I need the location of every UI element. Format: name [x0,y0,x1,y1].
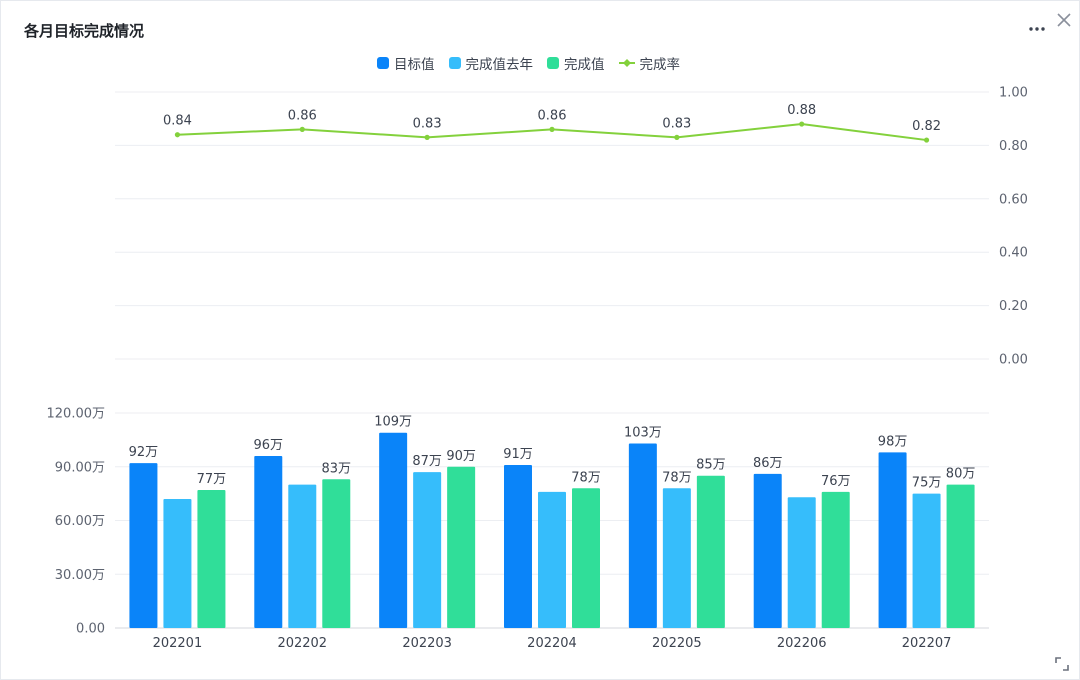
bar-1-202201 [163,499,192,628]
x-tick-202203: 202203 [402,636,452,651]
x-tick-202205: 202205 [652,636,702,651]
data-label-bar-0-202201: 92万 [129,445,159,460]
y-tick-rate-5: 1.00 [999,86,1028,101]
legend-swatch-actual [547,57,559,69]
data-label-rate-202202: 0.86 [288,108,317,123]
y-tick-bar-1: 30.00万 [55,568,105,583]
y-tick-rate-4: 0.80 [999,139,1028,154]
y-tick-rate-3: 0.60 [999,192,1028,207]
y-tick-bar-2: 60.00万 [55,514,105,529]
bar-2-202204 [572,488,600,628]
bar-0-202203 [379,432,408,628]
close-icon[interactable] [1055,11,1073,29]
y-tick-bar-3: 90.00万 [55,460,105,475]
data-label-rate-202207: 0.82 [912,119,941,134]
bar-1-202202 [288,484,317,628]
data-label-rate-202204: 0.86 [538,108,567,123]
point-rate-202205 [674,134,680,140]
data-label-bar-1-202203: 87万 [412,454,442,469]
more-icon[interactable] [1027,19,1047,35]
x-tick-202202: 202202 [277,636,327,651]
resize-icon[interactable] [1055,657,1069,671]
legend-item-actual[interactable]: 完成值 [547,53,605,73]
point-rate-202207 [923,137,930,143]
data-label-bar-2-202207: 80万 [946,467,976,482]
legend-swatch-rate [618,59,635,67]
chart-title: 各月目标完成情况 [24,22,145,40]
x-tick-202204: 202204 [527,636,577,651]
point-rate-202203 [424,134,430,140]
data-label-bar-2-202203: 90万 [446,449,476,464]
bar-1-202203 [413,472,442,628]
data-label-bar-1-202207: 75万 [912,476,942,491]
bar-2-202206 [821,491,850,628]
legend-label-rate: 完成率 [639,57,681,73]
bar-2-202203 [447,466,476,628]
y-tick-bar-0: 0.00 [76,622,105,637]
x-tick-202207: 202207 [902,636,952,651]
data-label-bar-2-202202: 83万 [322,461,352,476]
data-label-bar-2-202205: 85万 [696,458,726,473]
legend-swatch-target [377,57,389,69]
data-label-bar-2-202206: 76万 [821,474,851,489]
bar-2-202207 [946,484,975,628]
bar-0-202202 [254,456,283,628]
bar-2-202201 [197,490,226,628]
bar-0-202201 [129,463,158,628]
data-label-bar-0-202204: 91万 [503,447,533,462]
data-label-bar-2-202204: 78万 [571,470,601,485]
bar-0-202205 [628,443,657,628]
point-rate-202201 [174,132,181,138]
chart-legend: 目标值 完成值去年 完成值 完成率 [377,53,680,73]
point-rate-202206 [799,121,805,127]
legend-label-actual: 完成值 [564,57,605,73]
legend-label-target: 目标值 [394,57,435,73]
x-tick-202206: 202206 [777,636,827,651]
data-label-rate-202203: 0.83 [413,116,442,131]
y-tick-rate-2: 0.40 [999,246,1028,261]
data-label-bar-2-202201: 77万 [197,472,227,487]
bar-1-202205 [662,488,691,628]
data-label-bar-0-202207: 98万 [878,434,908,449]
bar-1-202206 [787,497,816,628]
legend-item-last-year[interactable]: 完成值去年 [448,53,534,73]
data-label-bar-0-202205: 103万 [624,425,662,440]
legend-swatch-last-year [448,57,461,69]
data-label-rate-202206: 0.88 [787,103,816,118]
line-rate-series [177,123,927,142]
x-tick-202201: 202201 [153,636,203,651]
data-label-bar-0-202203: 109万 [374,415,412,430]
legend-item-rate[interactable]: 完成率 [618,53,681,73]
data-label-bar-0-202206: 86万 [753,456,783,471]
point-rate-202204 [549,126,555,132]
bar-2-202205 [696,475,725,628]
y-tick-bar-4: 120.00万 [47,407,106,422]
legend-label-last-year: 完成值去年 [465,57,534,73]
bar-1-202207 [912,493,941,628]
point-rate-202202 [299,126,305,132]
data-label-bar-0-202202: 96万 [254,438,284,453]
bar-0-202204 [504,464,532,628]
bar-0-202206 [753,473,782,628]
legend-item-target[interactable]: 目标值 [377,53,435,73]
bar-1-202204 [538,491,566,628]
data-label-bar-1-202205: 78万 [662,470,692,485]
bar-0-202207 [878,452,907,628]
data-label-rate-202205: 0.83 [662,116,691,131]
y-tick-rate-0: 0.00 [999,353,1028,368]
y-tick-rate-1: 0.20 [999,299,1028,314]
data-label-rate-202201: 0.84 [163,114,192,129]
bar-2-202202 [322,479,351,628]
